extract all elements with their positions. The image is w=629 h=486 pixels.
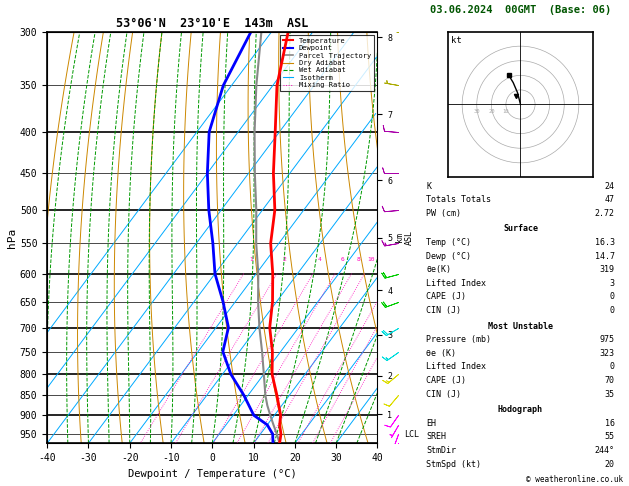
Text: 55: 55 (604, 433, 615, 441)
Text: 16: 16 (604, 419, 615, 428)
Text: 1: 1 (249, 257, 253, 262)
Text: CIN (J): CIN (J) (426, 306, 462, 315)
Y-axis label: km
ASL: km ASL (395, 230, 415, 245)
Text: 24: 24 (604, 182, 615, 191)
Text: 0: 0 (610, 363, 615, 371)
Text: LCL: LCL (404, 430, 419, 439)
Text: PW (cm): PW (cm) (426, 209, 462, 218)
Text: 2: 2 (282, 257, 286, 262)
Text: 03.06.2024  00GMT  (Base: 06): 03.06.2024 00GMT (Base: 06) (430, 4, 611, 15)
Text: Most Unstable: Most Unstable (488, 322, 553, 330)
Text: Temp (°C): Temp (°C) (426, 238, 472, 247)
Text: 70: 70 (604, 376, 615, 385)
Text: EH: EH (426, 419, 437, 428)
Text: 20: 20 (488, 109, 494, 114)
Text: Lifted Index: Lifted Index (426, 279, 486, 288)
Text: K: K (426, 182, 431, 191)
Text: CAPE (J): CAPE (J) (426, 376, 467, 385)
Text: Dewp (°C): Dewp (°C) (426, 252, 472, 260)
Text: 0: 0 (610, 306, 615, 315)
Text: θe (K): θe (K) (426, 349, 457, 358)
Text: SREH: SREH (426, 433, 447, 441)
X-axis label: Dewpoint / Temperature (°C): Dewpoint / Temperature (°C) (128, 469, 297, 479)
Text: 319: 319 (599, 265, 615, 274)
Text: Surface: Surface (503, 225, 538, 233)
Text: 30: 30 (474, 109, 480, 114)
Text: Lifted Index: Lifted Index (426, 363, 486, 371)
Text: © weatheronline.co.uk: © weatheronline.co.uk (526, 474, 623, 484)
Text: 20: 20 (604, 460, 615, 469)
Text: Pressure (mb): Pressure (mb) (426, 335, 491, 344)
Text: 35: 35 (604, 390, 615, 399)
Text: 47: 47 (604, 195, 615, 204)
Text: Totals Totals: Totals Totals (426, 195, 491, 204)
Text: kt: kt (450, 36, 461, 45)
Text: 8: 8 (357, 257, 360, 262)
Text: 6: 6 (340, 257, 344, 262)
Text: 0: 0 (610, 293, 615, 301)
Text: 2.72: 2.72 (594, 209, 615, 218)
Text: 4: 4 (318, 257, 322, 262)
Text: CAPE (J): CAPE (J) (426, 293, 467, 301)
Text: Hodograph: Hodograph (498, 405, 543, 414)
Text: 244°: 244° (594, 446, 615, 455)
Text: 3: 3 (610, 279, 615, 288)
Text: 323: 323 (599, 349, 615, 358)
Text: 10: 10 (367, 257, 375, 262)
Text: 16.3: 16.3 (594, 238, 615, 247)
Text: CIN (J): CIN (J) (426, 390, 462, 399)
Y-axis label: hPa: hPa (7, 227, 17, 247)
Text: 14.7: 14.7 (594, 252, 615, 260)
Title: 53°06'N  23°10'E  143m  ASL: 53°06'N 23°10'E 143m ASL (116, 17, 308, 31)
Text: StmSpd (kt): StmSpd (kt) (426, 460, 481, 469)
Text: θe(K): θe(K) (426, 265, 452, 274)
Text: 10: 10 (503, 109, 509, 114)
Legend: Temperature, Dewpoint, Parcel Trajectory, Dry Adiabat, Wet Adiabat, Isotherm, Mi: Temperature, Dewpoint, Parcel Trajectory… (280, 35, 374, 91)
Text: StmDir: StmDir (426, 446, 457, 455)
Text: 975: 975 (599, 335, 615, 344)
